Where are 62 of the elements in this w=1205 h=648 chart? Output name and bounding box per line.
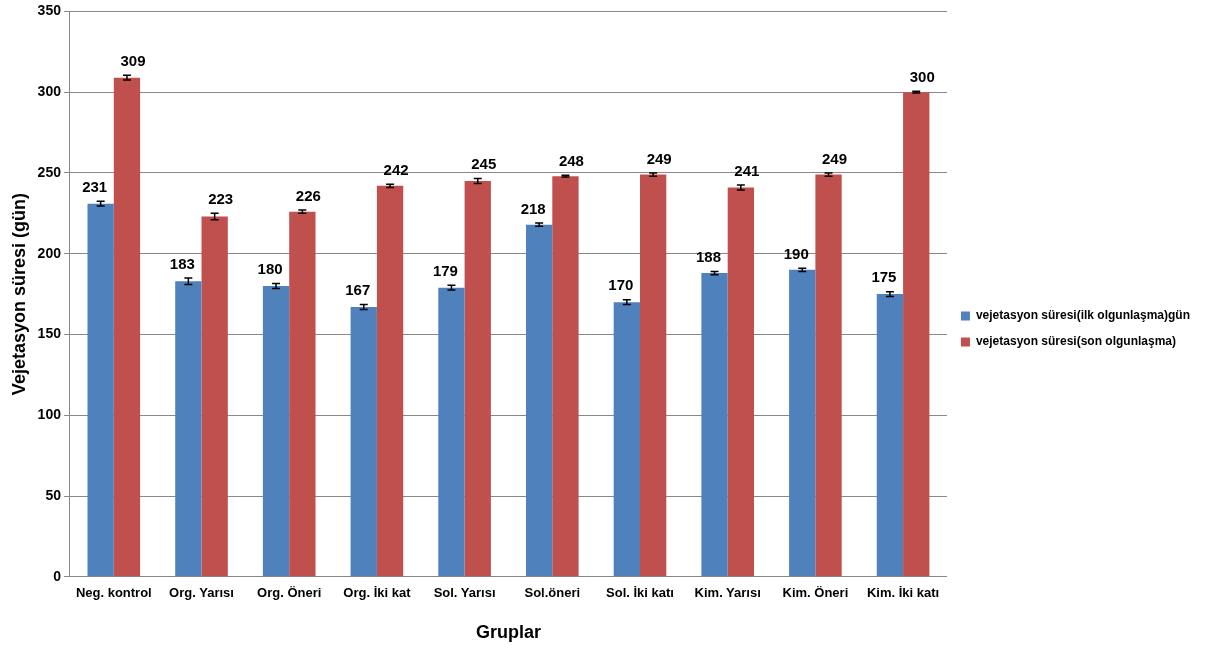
data-label: 249 (822, 149, 848, 167)
bar (701, 273, 728, 577)
data-label: 179 (432, 261, 458, 279)
y-tick-label: 150 (37, 325, 62, 342)
data-label: 167 (345, 281, 371, 299)
data-label: 188 (696, 248, 722, 266)
y-tick-label: 100 (37, 406, 62, 423)
bar (525, 224, 553, 577)
bar (815, 174, 842, 577)
bar (113, 77, 141, 577)
bar (876, 294, 904, 577)
x-tick-label: Neg. kontrol (75, 585, 152, 601)
x-tick-label: Sol.öneri (524, 585, 581, 601)
bar (289, 211, 316, 577)
x-tick-label: Org. Öneri (257, 585, 322, 601)
legend-label: vejetasyon süresi(ilk olgunlaşma)gün (975, 308, 1190, 323)
y-tick-label: 50 (45, 486, 62, 503)
data-label: 223 (208, 189, 234, 207)
data-label: 231 (82, 177, 108, 195)
data-label: 241 (734, 161, 760, 179)
x-tick-label: Org. İki kat (343, 585, 412, 601)
data-label: 180 (257, 260, 283, 278)
y-axis-title: Vejetasyon süresi (gün) (8, 193, 29, 396)
data-label: 248 (558, 152, 584, 170)
bar (438, 287, 465, 577)
x-tick-label: Sol. İki katı (606, 585, 674, 601)
data-label: 190 (783, 244, 809, 262)
bar (464, 181, 491, 577)
bar (201, 216, 228, 577)
data-label: 249 (646, 149, 672, 167)
legend-label: vejetasyon süresi(son olgunlaşma) (975, 334, 1177, 349)
y-tick-label: 250 (37, 163, 62, 180)
x-tick-label: Kim. Öneri (782, 585, 849, 601)
bar (87, 203, 114, 577)
bar (727, 187, 754, 577)
bar (903, 92, 930, 577)
x-axis-title: Gruplar (475, 622, 541, 643)
bar (175, 281, 202, 577)
y-tick-label: 300 (37, 83, 62, 100)
y-tick-label: 350 (37, 2, 62, 19)
bar (350, 307, 377, 577)
bar (789, 269, 816, 577)
bar (552, 176, 579, 577)
data-label: 300 (909, 68, 935, 85)
data-label: 226 (295, 186, 321, 204)
data-label: 245 (471, 155, 497, 173)
bar (613, 302, 640, 577)
y-tick-label: 0 (53, 567, 62, 584)
data-label: 175 (871, 268, 897, 286)
data-label: 183 (169, 254, 195, 272)
data-label: 309 (120, 51, 146, 69)
bar (262, 286, 290, 577)
bar (376, 185, 404, 577)
data-label: 170 (608, 276, 634, 294)
x-tick-label: Kim. İki katı (866, 585, 940, 601)
x-tick-label: Kim. Yarısı (694, 585, 761, 601)
bar (640, 174, 667, 577)
x-tick-label: Org. Yarısı (169, 585, 234, 601)
data-label: 218 (520, 199, 546, 217)
data-label: 242 (383, 160, 409, 178)
y-tick-label: 200 (37, 244, 62, 261)
x-tick-label: Sol. Yarısı (433, 585, 496, 601)
